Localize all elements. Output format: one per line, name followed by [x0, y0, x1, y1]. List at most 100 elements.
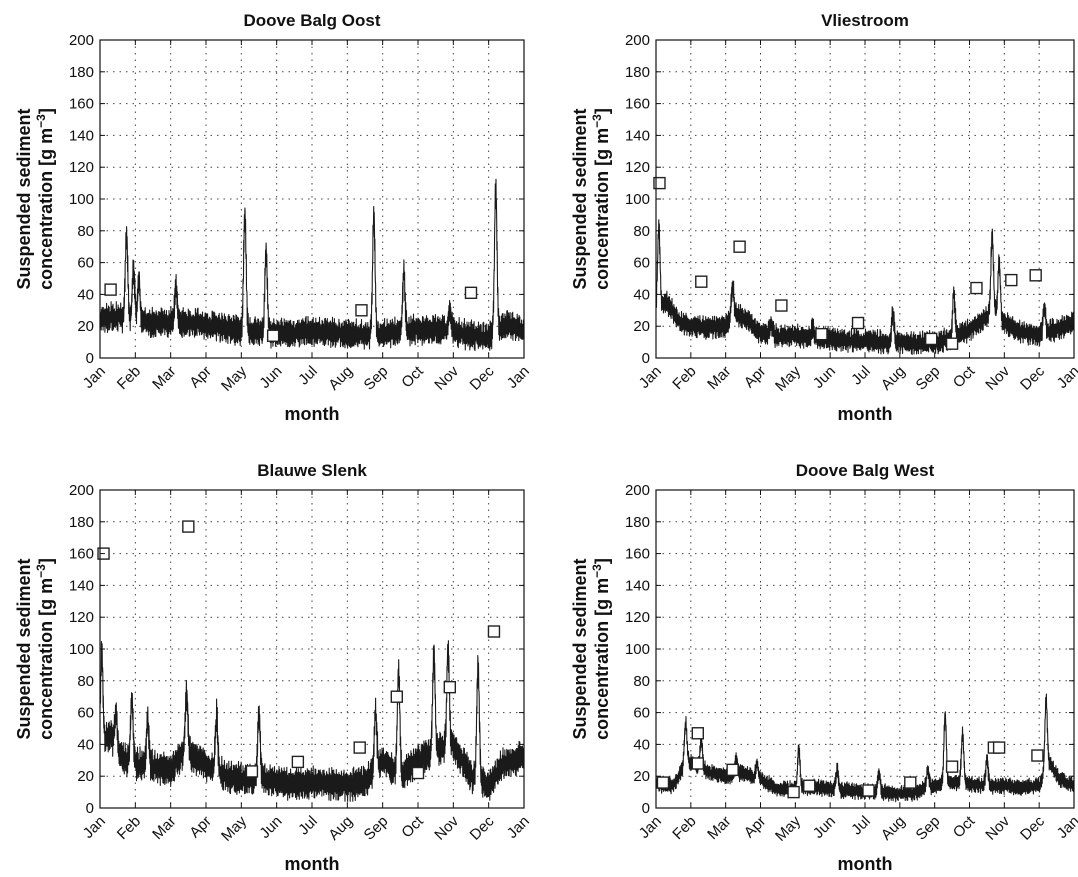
observation-point [695, 275, 708, 288]
y-tick-label: 200 [625, 32, 650, 49]
y-axis-label-text: concentration [g m [36, 578, 56, 740]
y-tick-label: 120 [625, 609, 650, 626]
y-axis-label-line2: concentration [g m−3] [590, 558, 612, 740]
y-axis-label-line1: Suspended sediment [570, 108, 590, 289]
observation-point [862, 784, 875, 797]
x-tick-label: Jan [80, 363, 109, 392]
observation-point [945, 337, 959, 350]
x-tick-label: Oct [950, 812, 979, 841]
model-series-line [99, 640, 525, 802]
x-tick-label: Mar [704, 813, 734, 843]
y-axis-label-text: concentration [g m [36, 128, 56, 290]
y-axis-label-end: ] [36, 108, 56, 114]
observation-point [904, 776, 917, 789]
chart-title: Blauwe Slenk [257, 461, 367, 480]
x-tick-label: Jun [256, 363, 285, 392]
chart-panel-3: Blauwe Slenk 0 20 40 60 80 100 120 140 160 180 200 J… [14, 461, 533, 874]
y-tick-label: 180 [69, 64, 94, 81]
observation-point [355, 304, 368, 317]
y-tick-label: 100 [69, 191, 94, 208]
observation-point [266, 329, 280, 342]
y-axis-label-superscript: −3 [590, 114, 604, 128]
observation-point [851, 316, 865, 330]
x-tick-label: Apr [186, 813, 215, 842]
x-tick-label: Nov [431, 362, 462, 393]
y-tick-label: 40 [633, 286, 650, 303]
y-tick-label: 200 [69, 32, 94, 49]
x-tick-label: Sep [913, 363, 944, 394]
y-tick-label: 0 [86, 350, 94, 367]
x-tick-label: Sep [361, 813, 392, 844]
y-axis-label-line1: Suspended sediment [14, 558, 34, 739]
chart-panel-2: Vliestroom 0 20 40 60 80 100 120 140 160 180 200 Jan… [570, 11, 1078, 424]
x-tick-label: Jan [1054, 813, 1078, 842]
x-tick-label: Jun [810, 813, 839, 842]
x-tick-label: Aug [325, 363, 356, 394]
x-tick-label: Mar [704, 363, 734, 393]
observation-point [443, 680, 456, 694]
model-series-line [655, 219, 1075, 356]
x-tick-label: Jul [295, 813, 321, 839]
y-tick-label: 20 [633, 318, 650, 335]
y-tick-label: 120 [69, 159, 94, 176]
y-tick-label: 80 [77, 673, 94, 690]
chart-title: Doove Balg West [796, 461, 935, 480]
y-tick-label: 0 [642, 350, 650, 367]
x-tick-label: Mar [149, 363, 179, 393]
y-tick-label: 60 [633, 705, 650, 722]
observation-point [815, 327, 828, 341]
y-tick-label: 120 [69, 609, 94, 626]
x-tick-label: Dec [1017, 362, 1048, 393]
observation-point [104, 283, 117, 296]
observation-point [803, 779, 816, 792]
y-tick-label: 40 [77, 286, 94, 303]
x-tick-label: Jul [848, 363, 874, 389]
x-tick-label: Aug [325, 813, 356, 844]
y-axis-label-line2: concentration [g m−3] [590, 108, 612, 290]
x-tick-label: Sep [913, 813, 944, 844]
observation-point [992, 741, 1006, 754]
observation-point [787, 785, 800, 799]
x-tick-label: Jan [636, 363, 665, 392]
observation-point [924, 332, 938, 346]
y-tick-label: 160 [69, 96, 94, 113]
y-tick-label: 60 [77, 705, 94, 722]
x-tick-label: Jan [504, 813, 533, 842]
y-axis-label-text: concentration [g m [592, 128, 612, 290]
x-axis-label: month [285, 404, 340, 424]
y-tick-label: 120 [625, 159, 650, 176]
chart-panel-4: Doove Balg West 0 20 40 60 80 100 120 140 160 180 2… [570, 461, 1078, 874]
observation-point [182, 520, 195, 533]
x-tick-label: Feb [114, 813, 144, 843]
y-tick-label: 20 [77, 318, 94, 335]
y-tick-label: 140 [69, 577, 94, 594]
y-axis-label-superscript: −3 [590, 564, 604, 578]
x-tick-label: Jul [295, 363, 321, 389]
y-tick-label: 180 [625, 514, 650, 531]
y-tick-label: 80 [77, 223, 94, 240]
y-tick-label: 160 [625, 546, 650, 563]
x-tick-label: Dec [467, 812, 498, 843]
observation-point [411, 766, 425, 780]
x-tick-label: Oct [398, 812, 427, 841]
y-tick-label: 60 [77, 255, 94, 272]
x-tick-label: Oct [398, 362, 427, 391]
y-tick-label: 200 [69, 482, 94, 499]
y-tick-label: 160 [625, 96, 650, 113]
y-axis-label-end: ] [592, 558, 612, 564]
observation-point [733, 240, 746, 253]
x-tick-label: Dec [467, 362, 498, 393]
x-tick-label: Dec [1017, 812, 1048, 843]
x-tick-label: Oct [950, 362, 979, 391]
observation-point [691, 757, 704, 770]
y-tick-label: 20 [77, 768, 94, 785]
x-tick-label: Mar [149, 813, 179, 843]
x-tick-label: Apr [741, 363, 770, 392]
observation-point [691, 727, 704, 740]
x-axis-label: month [285, 854, 340, 874]
y-axis-label-superscript: −3 [34, 114, 48, 128]
y-tick-label: 140 [625, 577, 650, 594]
y-tick-label: 0 [642, 800, 650, 817]
y-tick-label: 80 [633, 673, 650, 690]
